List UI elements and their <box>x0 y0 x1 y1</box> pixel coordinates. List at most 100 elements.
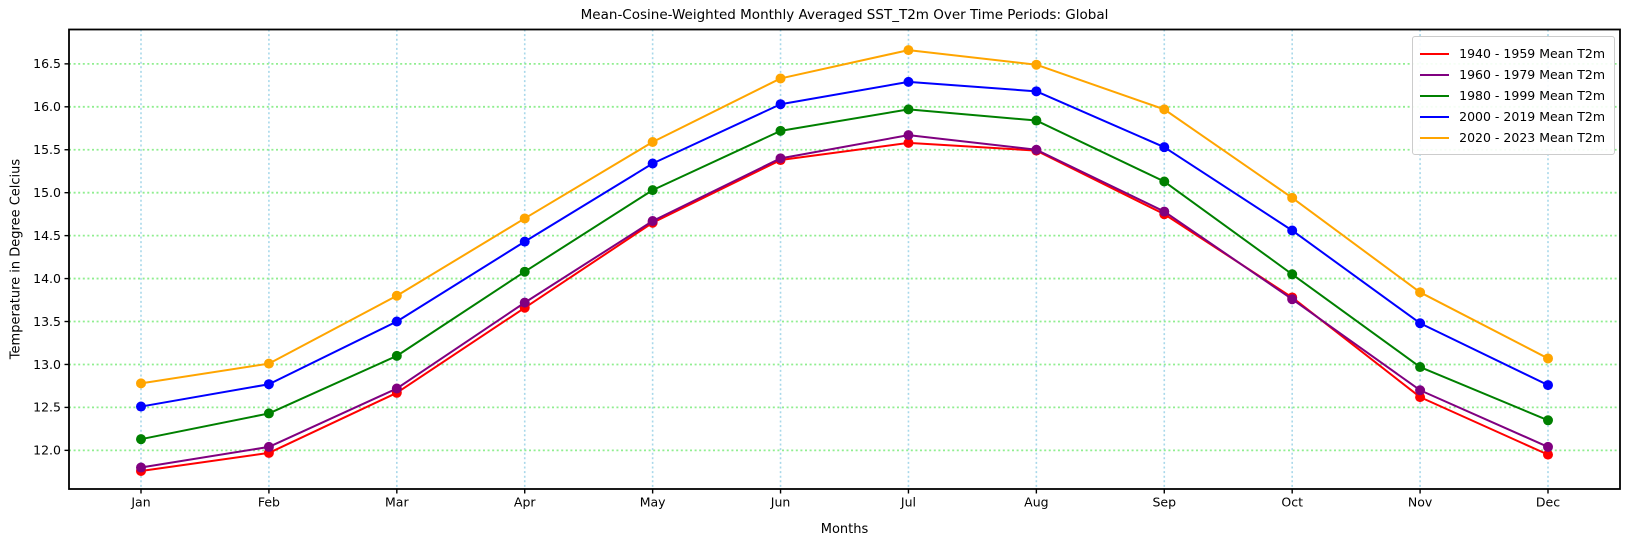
data-point-marker <box>1287 294 1298 305</box>
data-point-marker <box>1031 59 1042 70</box>
legend-item: 1960 - 1979 Mean T2m <box>1420 64 1605 85</box>
data-point-marker <box>647 185 658 196</box>
series-1980-1999 <box>136 104 1553 445</box>
x-tick-label: Nov <box>1408 495 1433 510</box>
data-point-marker <box>136 378 146 389</box>
data-point-marker <box>647 216 658 227</box>
data-point-marker <box>519 266 530 277</box>
data-point-marker <box>391 290 402 301</box>
x-tick-label: Jan <box>130 495 150 510</box>
data-point-marker <box>391 383 402 394</box>
series-1960-1979 <box>136 130 1553 473</box>
x-axis-label: Months <box>820 522 869 537</box>
data-point-marker <box>903 45 914 56</box>
series-1940-1959 <box>136 137 1553 476</box>
x-tick-label: Dec <box>1536 495 1560 510</box>
gridlines <box>69 29 1620 489</box>
data-point-marker <box>263 408 274 419</box>
y-tick-label: 12.5 <box>33 400 61 415</box>
y-tick-label: 13.0 <box>33 357 61 372</box>
y-tick-label: 16.5 <box>33 56 61 71</box>
x-tick-label: Sep <box>1152 495 1176 510</box>
data-point-marker <box>775 125 786 136</box>
data-point-marker <box>1543 441 1553 452</box>
y-tick-label: 15.0 <box>33 185 61 200</box>
data-point-marker <box>1543 353 1553 364</box>
x-tick-label: Apr <box>514 495 536 510</box>
data-point-marker <box>1415 392 1426 403</box>
x-tick-label: May <box>640 495 666 510</box>
data-point-marker <box>1415 318 1426 329</box>
data-point-marker <box>1415 385 1426 396</box>
data-point-marker <box>1159 142 1170 153</box>
data-point-marker <box>1031 144 1042 155</box>
series-line <box>140 134 1549 469</box>
data-point-marker <box>647 137 658 148</box>
legend-label: 2000 - 2019 Mean T2m <box>1459 109 1605 124</box>
y-tick-label: 14.5 <box>33 228 61 243</box>
data-point-marker <box>903 137 914 148</box>
data-point-marker <box>1415 287 1426 298</box>
series-2020-2023 <box>136 45 1553 389</box>
data-point-marker <box>519 236 530 247</box>
data-point-marker <box>391 316 402 327</box>
plot-border <box>68 28 1621 490</box>
data-point-marker <box>519 297 530 308</box>
data-series <box>136 45 1553 476</box>
data-point-marker <box>1543 449 1553 460</box>
legend-swatch-line <box>1420 52 1450 55</box>
legend-item: 2020 - 2023 Mean T2m <box>1420 127 1605 148</box>
legend-label: 1960 - 1979 Mean T2m <box>1459 67 1605 82</box>
x-tick-label: Mar <box>385 495 409 510</box>
data-point-marker <box>903 76 914 87</box>
data-point-marker <box>1543 415 1553 426</box>
x-tick-label: Feb <box>258 495 280 510</box>
data-point-marker <box>1287 225 1298 236</box>
data-point-marker <box>1287 192 1298 203</box>
data-point-marker <box>1031 86 1042 97</box>
legend-item: 1980 - 1999 Mean T2m <box>1420 85 1605 106</box>
data-point-marker <box>1159 176 1170 187</box>
data-point-marker <box>775 73 786 84</box>
legend-label: 1940 - 1959 Mean T2m <box>1459 46 1605 61</box>
legend: 1940 - 1959 Mean T2m 1960 - 1979 Mean T2m… <box>1412 36 1615 155</box>
data-point-marker <box>1159 104 1170 115</box>
legend-swatch-line <box>1420 136 1450 139</box>
y-tick-label: 16.0 <box>33 99 61 114</box>
chart-title: Mean-Cosine-Weighted Monthly Averaged SS… <box>580 7 1109 23</box>
y-tick-label: 15.5 <box>33 142 61 157</box>
data-point-marker <box>775 99 786 110</box>
data-point-marker <box>1159 206 1170 217</box>
x-tick-label: Oct <box>1281 495 1303 510</box>
x-tick-label: Jul <box>900 495 916 510</box>
data-point-marker <box>647 158 658 169</box>
data-point-marker <box>136 401 146 412</box>
legend-label: 1980 - 1999 Mean T2m <box>1459 88 1605 103</box>
data-point-marker <box>1543 380 1553 391</box>
series-2000-2019 <box>136 76 1553 412</box>
legend-swatch-line <box>1420 115 1450 118</box>
data-point-marker <box>391 350 402 361</box>
data-point-marker <box>263 358 274 369</box>
legend-swatch-line <box>1420 94 1450 97</box>
series-line <box>140 108 1549 441</box>
data-point-marker <box>1031 115 1042 126</box>
data-point-marker <box>775 153 786 164</box>
legend-swatch-line <box>1420 73 1450 76</box>
legend-item: 2000 - 2019 Mean T2m <box>1420 106 1605 127</box>
y-tick-label: 12.0 <box>33 443 61 458</box>
legend-label: 2020 - 2023 Mean T2m <box>1459 130 1605 145</box>
data-point-marker <box>263 441 274 452</box>
data-point-marker <box>1415 362 1426 373</box>
data-point-marker <box>136 434 146 445</box>
series-line <box>140 80 1549 408</box>
x-tick-label: Jun <box>770 495 791 510</box>
data-point-marker <box>903 104 914 115</box>
data-point-marker <box>519 213 530 224</box>
data-point-marker <box>263 379 274 390</box>
data-point-marker <box>1287 269 1298 280</box>
series-line <box>140 49 1549 385</box>
y-tick-label: 13.5 <box>33 314 61 329</box>
data-point-marker <box>903 130 914 141</box>
